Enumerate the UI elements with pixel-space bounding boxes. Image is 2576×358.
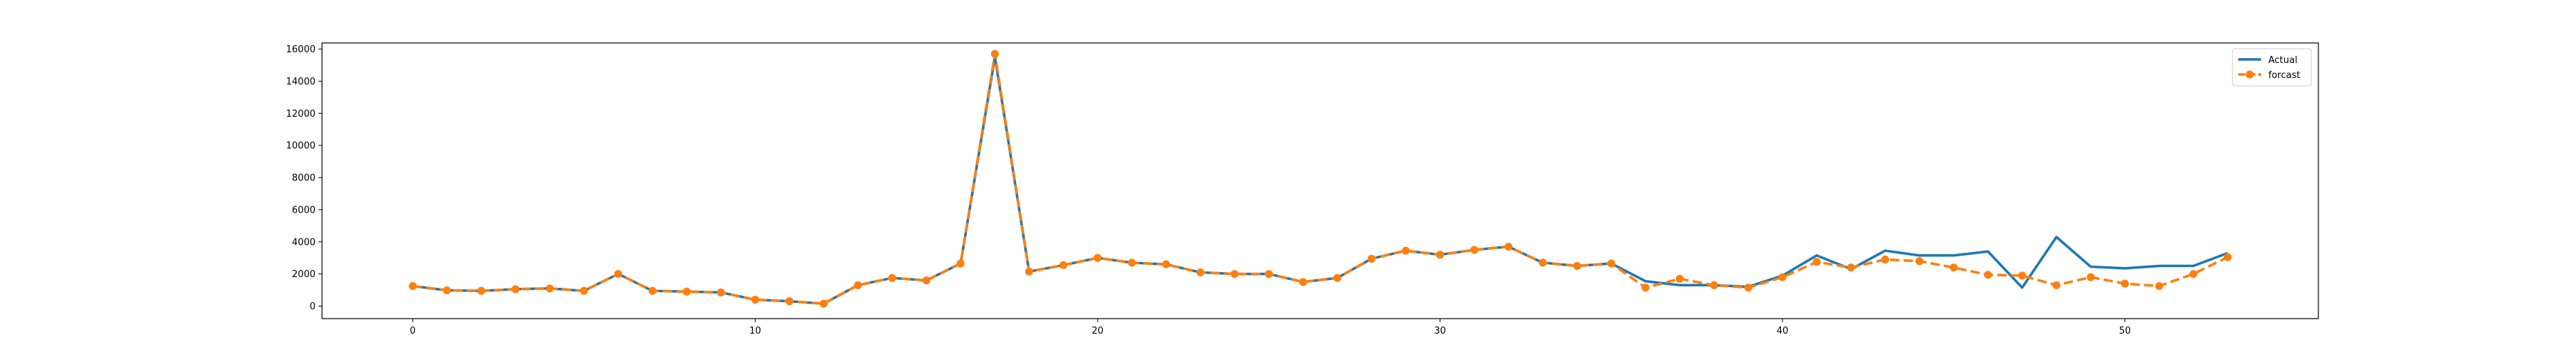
data-point (1538, 258, 1547, 267)
data-point (1367, 254, 1376, 263)
x-tick-label: 20 (1092, 326, 1104, 337)
data-point (1333, 274, 1342, 282)
data-point (683, 287, 691, 296)
data-point (1915, 257, 1923, 266)
data-point (1778, 273, 1787, 281)
data-point (511, 285, 519, 294)
data-point (2121, 279, 2129, 288)
data-point (1402, 246, 1410, 255)
y-tick-label: 16000 (286, 44, 316, 55)
data-point (2189, 270, 2197, 279)
data-point (1744, 284, 1752, 292)
x-axis-ticks: 0 10 20 30 40 50 (410, 319, 2131, 337)
data-point (1984, 271, 1992, 279)
x-tick-label: 50 (2119, 326, 2131, 337)
y-tick-label: 0 (310, 301, 316, 312)
data-point (580, 286, 588, 295)
legend-label: forcast (2268, 70, 2301, 81)
data-point (1093, 253, 1102, 262)
y-tick-label: 2000 (292, 269, 316, 280)
data-point (477, 286, 486, 295)
data-point (1230, 270, 1239, 279)
data-point (1196, 268, 1205, 276)
data-point (1435, 251, 1444, 259)
legend-marker (2245, 70, 2254, 79)
data-point (545, 284, 554, 293)
data-point (1607, 259, 1616, 268)
y-axis-ticks: 0 2000 4000 6000 8000 10000 12000 14000 16000 (286, 44, 322, 312)
data-point (409, 281, 417, 290)
data-point (819, 299, 828, 308)
data-point (2052, 281, 2061, 289)
data-point (1264, 270, 1273, 279)
data-point (1470, 246, 1478, 254)
data-point (854, 281, 862, 289)
data-point (1299, 278, 1307, 286)
legend: Actual forcast (2232, 48, 2312, 87)
data-point (614, 270, 623, 279)
data-point (2155, 281, 2163, 290)
data-point (1881, 255, 1890, 263)
data-point (1709, 281, 1718, 289)
data-point (1847, 263, 1855, 272)
data-point (1504, 242, 1513, 251)
data-point (751, 296, 759, 304)
y-tick-label: 4000 (292, 237, 316, 248)
series-layer (409, 49, 2232, 308)
y-tick-label: 14000 (286, 77, 316, 87)
data-point (443, 286, 452, 295)
data-point (2223, 253, 2232, 261)
data-point (1675, 274, 1684, 283)
data-point (1949, 263, 1958, 272)
axes-frame (321, 42, 2319, 319)
data-point (1162, 260, 1171, 268)
data-point (785, 297, 794, 306)
y-tick-label: 6000 (292, 205, 316, 216)
y-tick-label: 10000 (286, 141, 316, 152)
data-point (648, 286, 657, 295)
y-tick-label: 8000 (292, 173, 316, 184)
data-point (717, 288, 726, 296)
y-tick-label: 12000 (286, 109, 316, 120)
series-line-forcast (412, 52, 2228, 305)
data-point (888, 274, 897, 282)
x-tick-label: 10 (749, 326, 761, 337)
data-point (2087, 273, 2095, 281)
x-tick-label: 30 (1434, 326, 1446, 337)
data-point (1641, 284, 1650, 292)
data-point (922, 276, 931, 285)
data-point (1128, 258, 1136, 267)
data-point (990, 49, 999, 58)
data-point (1059, 261, 1068, 269)
x-tick-label: 0 (410, 326, 416, 337)
data-point (1025, 267, 1033, 276)
data-point (1573, 261, 1581, 270)
data-point (2018, 271, 2026, 280)
data-point (957, 259, 965, 268)
data-point (1813, 258, 1821, 266)
legend-label: Actual (2268, 55, 2298, 66)
x-tick-label: 40 (1777, 326, 1789, 337)
